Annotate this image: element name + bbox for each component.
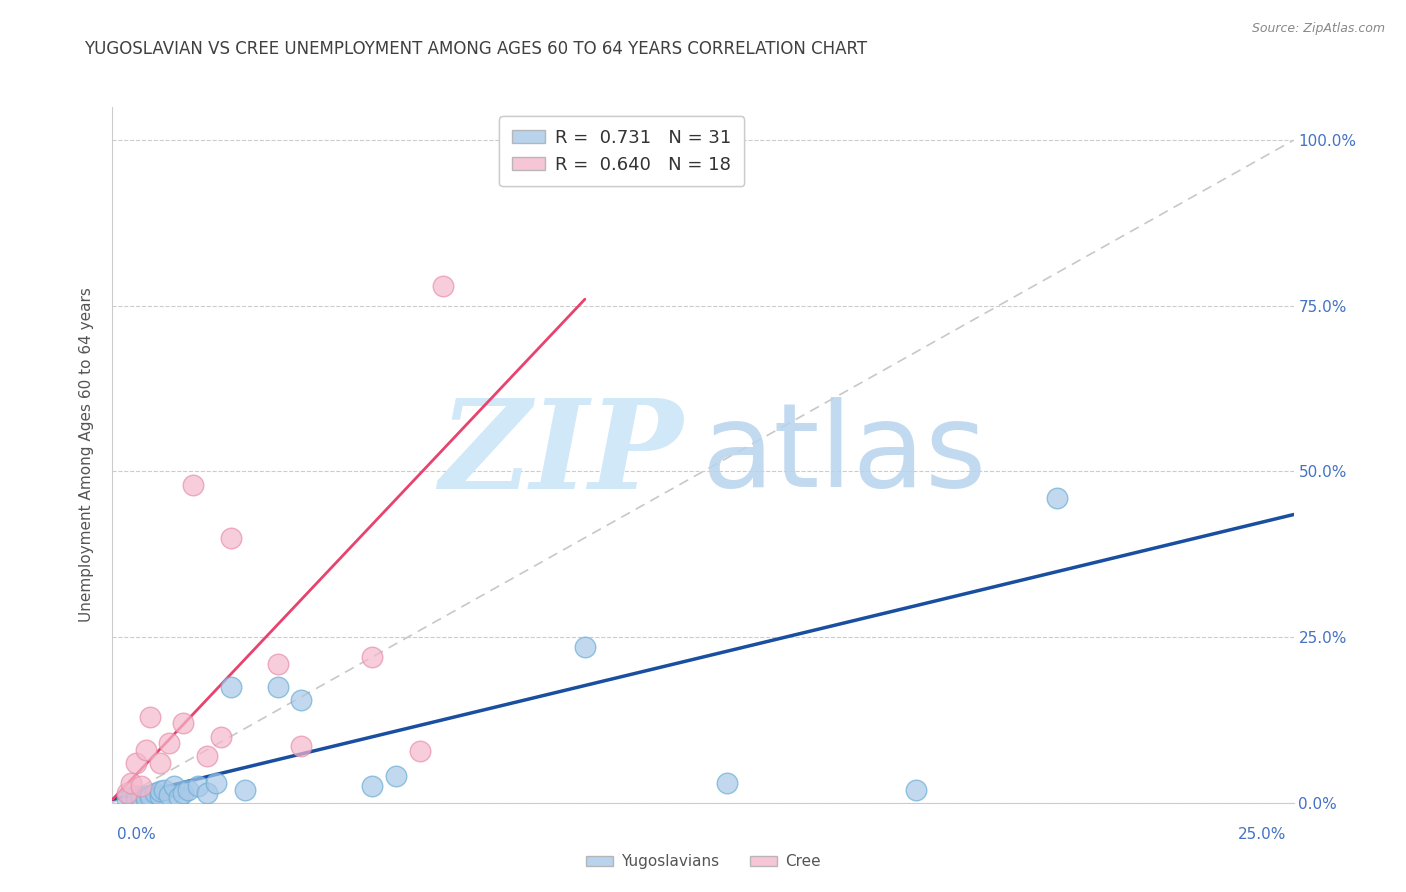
- Text: 25.0%: 25.0%: [1239, 827, 1286, 841]
- Point: [290, 739, 312, 754]
- Point: [233, 782, 256, 797]
- Text: atlas: atlas: [702, 398, 987, 512]
- Point: [361, 779, 384, 793]
- Point: [167, 790, 190, 805]
- Y-axis label: Unemployment Among Ages 60 to 64 years: Unemployment Among Ages 60 to 64 years: [79, 287, 94, 623]
- Point: [125, 794, 148, 808]
- Point: [361, 650, 384, 665]
- Point: [120, 776, 142, 790]
- Point: [163, 779, 186, 793]
- Point: [139, 790, 162, 805]
- Point: [135, 743, 157, 757]
- Point: [125, 789, 148, 804]
- Point: [219, 680, 242, 694]
- Point: [157, 788, 180, 802]
- Point: [120, 790, 142, 805]
- Point: [205, 776, 228, 790]
- Point: [290, 693, 312, 707]
- Point: [904, 782, 927, 797]
- Legend: R =  0.731   N = 31, R =  0.640   N = 18: R = 0.731 N = 31, R = 0.640 N = 18: [499, 116, 744, 186]
- Point: [408, 744, 430, 758]
- Point: [125, 756, 148, 770]
- Text: Source: ZipAtlas.com: Source: ZipAtlas.com: [1251, 22, 1385, 36]
- Point: [115, 792, 138, 806]
- Point: [153, 782, 176, 797]
- Point: [181, 477, 204, 491]
- Text: YUGOSLAVIAN VS CREE UNEMPLOYMENT AMONG AGES 60 TO 64 YEARS CORRELATION CHART: YUGOSLAVIAN VS CREE UNEMPLOYMENT AMONG A…: [84, 40, 868, 58]
- Point: [267, 657, 290, 671]
- Point: [157, 736, 180, 750]
- Point: [129, 779, 152, 793]
- Point: [172, 786, 194, 800]
- Point: [432, 279, 454, 293]
- Point: [195, 749, 218, 764]
- Text: 0.0%: 0.0%: [117, 827, 156, 841]
- Point: [209, 730, 232, 744]
- Point: [149, 756, 172, 770]
- Point: [172, 716, 194, 731]
- Legend: Yugoslavians, Cree: Yugoslavians, Cree: [579, 848, 827, 875]
- Point: [385, 769, 408, 783]
- Point: [129, 791, 152, 805]
- Point: [115, 786, 138, 800]
- Point: [716, 776, 738, 790]
- Point: [149, 784, 172, 798]
- Point: [186, 779, 208, 793]
- Point: [143, 786, 166, 800]
- Point: [139, 788, 162, 802]
- Point: [135, 792, 157, 806]
- Point: [149, 789, 172, 804]
- Text: ZIP: ZIP: [440, 394, 683, 516]
- Point: [1046, 491, 1069, 505]
- Point: [267, 680, 290, 694]
- Point: [195, 786, 218, 800]
- Point: [139, 709, 162, 723]
- Point: [219, 531, 242, 545]
- Point: [135, 789, 157, 804]
- Point: [177, 782, 200, 797]
- Point: [574, 640, 596, 654]
